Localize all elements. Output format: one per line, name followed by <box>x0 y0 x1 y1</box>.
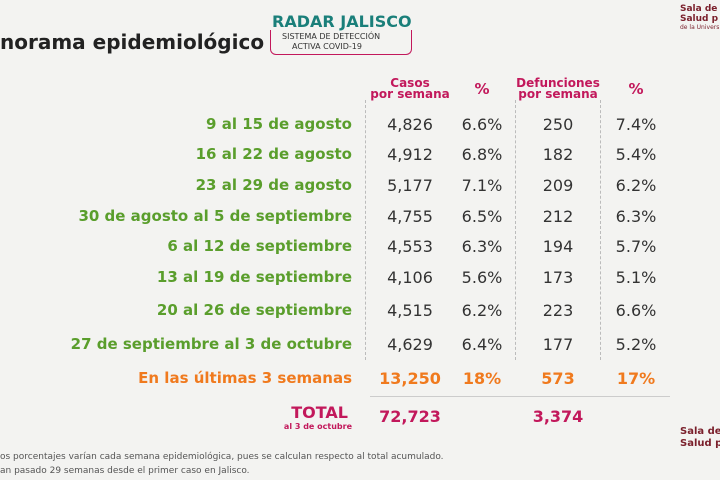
cell: 182 <box>542 145 574 164</box>
summary-cell: 13,250 <box>379 369 441 388</box>
cell: 6.5% <box>461 207 503 226</box>
column-header: Defunciones por semana <box>516 76 600 101</box>
row-label: 16 al 22 de agosto <box>195 145 352 163</box>
note: an pasado 29 semanas desde el primer cas… <box>0 466 250 476</box>
cell: 6.2% <box>615 176 657 195</box>
column-header: % <box>474 80 490 98</box>
cell: 7.4% <box>615 115 657 134</box>
cell: 4,553 <box>387 237 433 256</box>
row-label: 30 de agosto al 5 de septiembre <box>78 207 352 225</box>
cell: 4,515 <box>387 301 433 320</box>
cell: 5.6% <box>461 268 503 287</box>
cell: 6.4% <box>461 335 503 354</box>
cell: 4,629 <box>387 335 433 354</box>
corner-text: Salud p <box>680 438 720 449</box>
divider <box>600 100 601 360</box>
total-sublabel: al 3 de octubre <box>283 422 352 431</box>
logo-frame <box>270 30 412 55</box>
cell: 7.1% <box>461 176 503 195</box>
summary-cell: 18% <box>462 369 502 388</box>
cell: 6.3% <box>461 237 503 256</box>
title: norama epidemiológico <box>0 30 265 54</box>
divider <box>365 100 366 360</box>
cell: 250 <box>542 115 574 134</box>
cell: 6.3% <box>615 207 657 226</box>
corner-text: Sala de <box>680 426 720 437</box>
row-label: 13 al 19 de septiembre <box>156 268 352 286</box>
cell: 194 <box>542 237 574 256</box>
cell: 6.6% <box>615 301 657 320</box>
cell: 173 <box>542 268 574 287</box>
row-label: 27 de septiembre al 3 de octubre <box>70 335 352 353</box>
corner-text: Sala de <box>680 4 718 14</box>
cell: 6.6% <box>461 115 503 134</box>
cell: 5.2% <box>615 335 657 354</box>
cell: 4,106 <box>387 268 433 287</box>
cell: 212 <box>542 207 574 226</box>
cell: 223 <box>542 301 574 320</box>
row-label: 9 al 15 de agosto <box>206 115 352 133</box>
row-label: 20 al 26 de septiembre <box>156 301 352 319</box>
cell: 5.1% <box>615 268 657 287</box>
summary-label: En las últimas 3 semanas <box>138 369 352 387</box>
divider <box>515 100 516 360</box>
cell: 6.2% <box>461 301 503 320</box>
cell: 5,177 <box>387 176 433 195</box>
row-label: 6 al 12 de septiembre <box>167 237 352 255</box>
cell: 4,826 <box>387 115 433 134</box>
cell: 5.4% <box>615 145 657 164</box>
cell: 177 <box>542 335 574 354</box>
logo-line: ACTIVA COVID-19 <box>292 42 362 51</box>
cell: 4,755 <box>387 207 433 226</box>
cell: 209 <box>542 176 574 195</box>
cell: 4,912 <box>387 145 433 164</box>
note: os porcentajes varían cada semana epidem… <box>0 452 444 462</box>
total-cell: 3,374 <box>532 407 584 426</box>
corner-text: Salud p <box>680 14 719 24</box>
column-header: Casos por semana <box>370 76 450 101</box>
row-label: 23 al 29 de agosto <box>195 176 352 194</box>
corner-text: de la Univers <box>680 24 720 31</box>
logo-line: SISTEMA DE DETECCIÓN <box>282 32 381 41</box>
rule <box>370 396 670 397</box>
cell: 5.7% <box>615 237 657 256</box>
total-label: TOTAL <box>291 403 348 422</box>
cell: 6.8% <box>461 145 503 164</box>
logo-name: RADAR JALISCO <box>272 12 412 31</box>
summary-cell: 573 <box>541 369 575 388</box>
column-header: % <box>628 80 644 98</box>
total-cell: 72,723 <box>379 407 441 426</box>
summary-cell: 17% <box>616 369 656 388</box>
